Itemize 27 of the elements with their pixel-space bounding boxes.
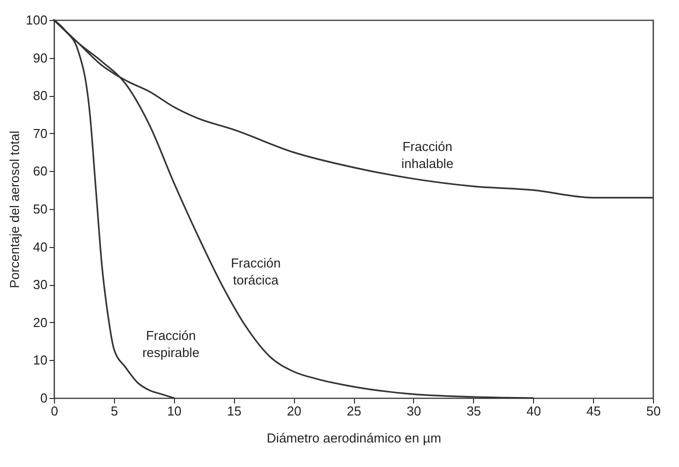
- y-tick-label: 60: [33, 164, 48, 179]
- y-tick-label: 30: [33, 277, 48, 292]
- series-label: Fracción inhalable: [401, 138, 454, 171]
- x-tick-label: 35: [466, 404, 482, 418]
- y-tick-label: 70: [33, 126, 48, 141]
- y-tick-label: 0: [40, 390, 48, 406]
- x-tick-label: 30: [406, 404, 422, 418]
- x-axis-title: Diámetro aerodinámico en µm: [266, 430, 442, 446]
- series-label: Fracción respirable: [142, 328, 200, 360]
- x-tick-label: 0: [50, 404, 58, 418]
- y-axis-title: Porcentaje del aerosol total: [6, 130, 22, 288]
- x-tick-label: 40: [526, 404, 541, 418]
- series-label: Fracción torácica: [230, 255, 281, 288]
- x-tick-label: 50: [646, 404, 661, 418]
- y-tick-label: 10: [33, 352, 48, 368]
- x-tick-label: 45: [586, 404, 601, 418]
- y-tick-label: 50: [33, 202, 48, 216]
- x-tick-label: 25: [346, 404, 362, 418]
- y-tick-label: 90: [33, 50, 48, 66]
- x-tick-label: 10: [167, 404, 182, 418]
- y-tick-label: 20: [33, 314, 48, 330]
- x-tick-label: 15: [226, 404, 242, 418]
- y-tick-label: 40: [33, 239, 48, 254]
- x-tick-label: 20: [286, 404, 302, 418]
- x-tick-label: 5: [110, 404, 118, 418]
- y-tick-label: 80: [33, 88, 48, 104]
- y-tick-label: 100: [26, 12, 48, 28]
